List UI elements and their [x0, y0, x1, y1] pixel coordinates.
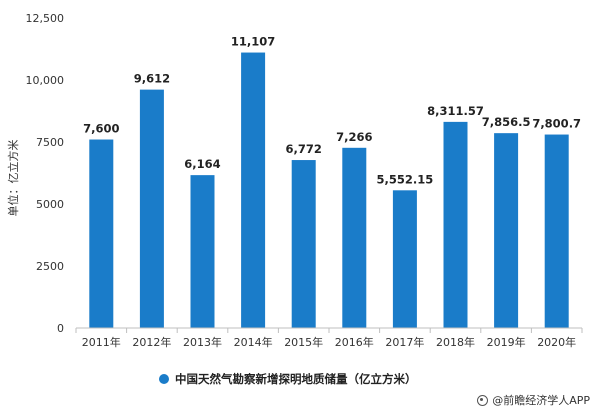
- data-label: 6,772: [286, 142, 322, 156]
- data-label: 7,856.5: [482, 115, 531, 129]
- source-text: @前瞻经济学人APP: [492, 394, 590, 407]
- x-tick-label: 2018年: [436, 335, 475, 349]
- data-label: 11,107: [231, 35, 275, 49]
- x-tick-label: 2012年: [132, 335, 171, 349]
- bar: [544, 134, 569, 328]
- x-tick-label: 2020年: [537, 335, 576, 349]
- y-tick-label: 5000: [36, 198, 64, 211]
- y-tick-label: 10,000: [26, 74, 65, 87]
- x-tick-label: 2013年: [183, 335, 222, 349]
- data-label: 7,600: [83, 122, 119, 136]
- camera-icon: [477, 394, 489, 406]
- data-label: 5,552.15: [377, 172, 434, 186]
- bar: [291, 160, 316, 328]
- x-tick-label: 2014年: [234, 335, 273, 349]
- bar: [89, 139, 114, 328]
- data-label: 7,266: [336, 130, 372, 144]
- x-axis-ticks: 2011年 2012年 2013年 2014年 2015年 2016年 2017年 2018年…: [75, 328, 583, 349]
- data-label: 7,800.7: [532, 117, 581, 131]
- x-tick-label: 2019年: [487, 335, 526, 349]
- y-tick-label: 2500: [36, 260, 64, 273]
- y-axis-ticks: 0 2500 5000 7500 10,000 12,500: [26, 12, 65, 335]
- legend-marker: [159, 374, 169, 384]
- data-label: 6,164: [184, 157, 220, 171]
- bars: 7,600 9,612 6,164 11,107 6,772 7,266 5,552.15 8…: [83, 35, 581, 329]
- legend: 中国天然气勘察新增探明地质储量（亿立方米）: [159, 372, 417, 386]
- source-credit: @前瞻经济学人APP: [477, 392, 590, 408]
- x-tick-label: 2016年: [335, 335, 374, 349]
- y-tick-label: 12,500: [26, 12, 65, 25]
- x-tick-label: 2015年: [284, 335, 323, 349]
- x-tick-label: 2017年: [385, 335, 424, 349]
- bar: [342, 147, 367, 328]
- data-label: 8,311.57: [427, 104, 484, 118]
- y-tick-label: 7500: [36, 136, 64, 149]
- bar: [139, 89, 164, 328]
- bar: [392, 190, 417, 328]
- bar: [443, 121, 468, 328]
- bar: [494, 133, 519, 328]
- bar: [241, 52, 266, 329]
- x-tick-label: 2011年: [82, 335, 121, 349]
- data-label: 9,612: [134, 72, 170, 86]
- bar: [190, 175, 215, 328]
- y-axis-label: 单位：亿立方米: [6, 140, 20, 217]
- y-tick-label: 0: [57, 322, 64, 335]
- legend-label: 中国天然气勘察新增探明地质储量（亿立方米）: [175, 372, 417, 386]
